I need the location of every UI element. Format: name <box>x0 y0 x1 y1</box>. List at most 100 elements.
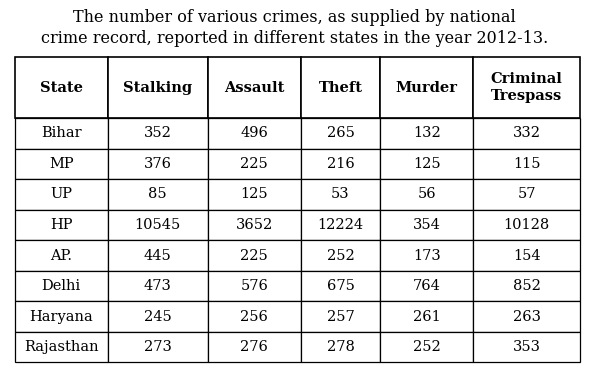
Bar <box>208 240 301 271</box>
Text: 252: 252 <box>413 340 441 354</box>
Text: 10545: 10545 <box>135 218 181 232</box>
Text: 261: 261 <box>413 309 441 324</box>
Bar <box>15 240 108 271</box>
Bar <box>380 57 474 118</box>
Text: 332: 332 <box>512 126 541 141</box>
Bar <box>15 301 108 332</box>
Bar <box>474 240 580 271</box>
Bar <box>208 57 301 118</box>
Text: 245: 245 <box>144 309 171 324</box>
Text: 3652: 3652 <box>236 218 273 232</box>
Text: Theft: Theft <box>319 81 363 95</box>
Text: Criminal
Trespass: Criminal Trespass <box>491 72 562 103</box>
Text: The number of various crimes, as supplied by national
crime record, reported in : The number of various crimes, as supplie… <box>41 9 548 47</box>
Text: MP: MP <box>49 157 74 171</box>
Text: 85: 85 <box>148 187 167 202</box>
Bar <box>208 210 301 240</box>
Bar <box>380 118 474 149</box>
Text: 352: 352 <box>144 126 172 141</box>
Text: 278: 278 <box>327 340 355 354</box>
Text: 764: 764 <box>413 279 441 293</box>
Bar <box>208 118 301 149</box>
Bar <box>380 271 474 301</box>
Text: 473: 473 <box>144 279 172 293</box>
Bar <box>15 332 108 362</box>
Text: 173: 173 <box>413 248 441 263</box>
Bar <box>474 210 580 240</box>
Text: 115: 115 <box>513 157 541 171</box>
Bar <box>380 210 474 240</box>
Text: 257: 257 <box>327 309 355 324</box>
Text: 225: 225 <box>240 248 268 263</box>
Text: Rajasthan: Rajasthan <box>24 340 98 354</box>
Bar <box>380 149 474 179</box>
Text: Bihar: Bihar <box>41 126 82 141</box>
Text: Delhi: Delhi <box>42 279 81 293</box>
Bar <box>301 57 380 118</box>
Bar <box>474 332 580 362</box>
Bar <box>380 240 474 271</box>
Text: 125: 125 <box>240 187 268 202</box>
Bar <box>108 57 208 118</box>
Bar <box>15 57 108 118</box>
Bar <box>15 179 108 210</box>
Text: UP: UP <box>50 187 72 202</box>
Bar <box>301 179 380 210</box>
Text: 852: 852 <box>513 279 541 293</box>
Text: 10128: 10128 <box>504 218 550 232</box>
Text: 53: 53 <box>331 187 350 202</box>
Text: 12224: 12224 <box>317 218 363 232</box>
Bar <box>15 118 108 149</box>
Bar <box>301 301 380 332</box>
Bar <box>208 271 301 301</box>
Text: 353: 353 <box>512 340 541 354</box>
Text: 265: 265 <box>327 126 355 141</box>
Text: 252: 252 <box>327 248 355 263</box>
Bar <box>208 332 301 362</box>
Bar <box>474 271 580 301</box>
Bar <box>108 179 208 210</box>
Bar <box>108 240 208 271</box>
Text: 56: 56 <box>418 187 436 202</box>
Bar <box>108 149 208 179</box>
Bar <box>301 332 380 362</box>
Text: 256: 256 <box>240 309 268 324</box>
Text: 445: 445 <box>144 248 171 263</box>
Bar <box>108 301 208 332</box>
Text: 132: 132 <box>413 126 441 141</box>
Bar <box>108 210 208 240</box>
Text: 496: 496 <box>240 126 268 141</box>
Text: HP: HP <box>50 218 72 232</box>
Text: 125: 125 <box>413 157 441 171</box>
Bar <box>474 118 580 149</box>
Bar <box>474 179 580 210</box>
Text: 354: 354 <box>413 218 441 232</box>
Bar <box>474 149 580 179</box>
Text: 675: 675 <box>327 279 355 293</box>
Text: Haryana: Haryana <box>29 309 93 324</box>
Bar <box>108 271 208 301</box>
Bar <box>474 301 580 332</box>
Bar <box>15 149 108 179</box>
Bar <box>15 210 108 240</box>
Text: 57: 57 <box>518 187 536 202</box>
Text: Assault: Assault <box>224 81 284 95</box>
Bar <box>301 271 380 301</box>
Text: Murder: Murder <box>396 81 458 95</box>
Bar <box>380 301 474 332</box>
Text: Stalking: Stalking <box>123 81 193 95</box>
Bar <box>474 57 580 118</box>
Bar <box>380 179 474 210</box>
Bar <box>108 118 208 149</box>
Text: 576: 576 <box>240 279 268 293</box>
Text: 216: 216 <box>327 157 355 171</box>
Bar <box>108 332 208 362</box>
Bar <box>208 149 301 179</box>
Bar <box>301 240 380 271</box>
Bar <box>301 210 380 240</box>
Bar <box>208 179 301 210</box>
Bar <box>301 118 380 149</box>
Bar <box>208 301 301 332</box>
Bar <box>380 332 474 362</box>
Text: 263: 263 <box>512 309 541 324</box>
